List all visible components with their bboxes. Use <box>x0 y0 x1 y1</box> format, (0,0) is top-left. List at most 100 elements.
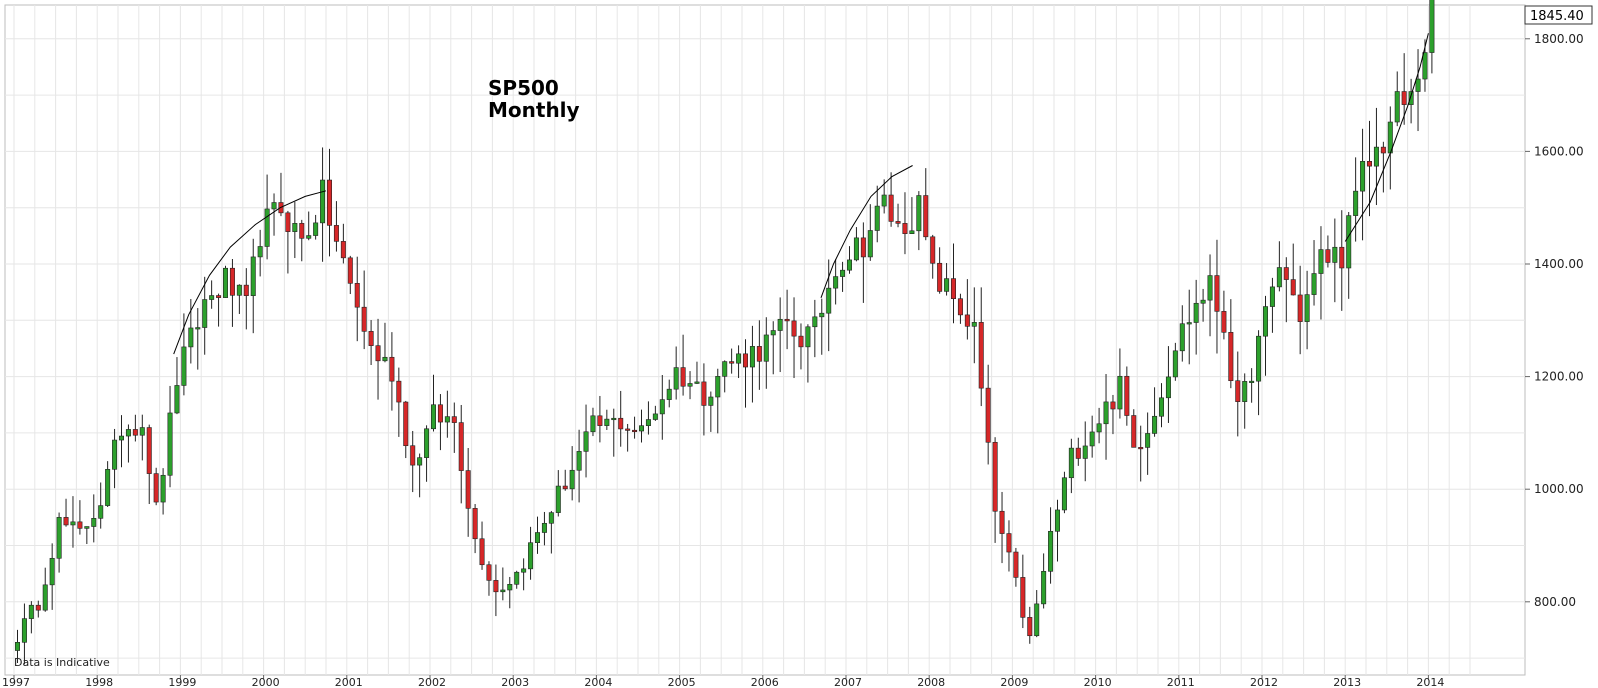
candle-body <box>285 212 291 232</box>
candle <box>1415 49 1421 132</box>
candle-body <box>1373 146 1379 167</box>
candle-body <box>271 202 277 210</box>
candle-body <box>403 401 409 447</box>
candle-body <box>1103 401 1109 425</box>
candle <box>999 491 1005 564</box>
candle <box>1145 412 1151 475</box>
candle <box>361 270 367 350</box>
x-tick-label: 2000 <box>252 676 280 688</box>
candle <box>1214 239 1220 354</box>
candle <box>1117 348 1123 419</box>
candle <box>1200 288 1206 322</box>
candle-body <box>202 299 208 328</box>
y-tick-label: 1600.00 <box>1534 144 1584 158</box>
candle-body <box>1360 161 1366 192</box>
candle <box>1103 374 1109 460</box>
candle <box>236 284 242 314</box>
candle <box>569 446 575 501</box>
candle <box>798 323 804 370</box>
candle-body <box>382 356 388 362</box>
candle-body <box>756 346 762 362</box>
candle <box>223 265 229 298</box>
candle <box>35 600 41 618</box>
candle-body <box>590 415 596 433</box>
candle <box>541 511 547 546</box>
candle-body <box>444 416 450 423</box>
x-tick-label: 2008 <box>917 676 945 688</box>
candle-body <box>1311 273 1317 295</box>
candle-body <box>736 353 742 364</box>
candle-body <box>930 236 936 264</box>
candle-body <box>569 469 575 490</box>
candle-body <box>1138 447 1144 450</box>
candle <box>1256 330 1262 416</box>
candle <box>1394 71 1400 127</box>
candle <box>216 293 222 327</box>
candle-body <box>708 396 714 406</box>
grid <box>4 4 1526 676</box>
x-tick-label: 2006 <box>751 676 779 688</box>
candle-body <box>687 383 693 387</box>
candle-body <box>1394 91 1400 123</box>
candle-body <box>812 316 818 328</box>
candle-body <box>1034 603 1040 637</box>
candle-body <box>604 418 610 426</box>
candle-body <box>777 318 783 331</box>
candle-body <box>410 445 416 466</box>
candle <box>119 415 125 468</box>
candle <box>105 461 111 507</box>
candle <box>292 201 298 259</box>
candle <box>957 293 963 324</box>
candle <box>881 179 887 214</box>
candle-body <box>881 194 887 207</box>
candle <box>1006 520 1012 572</box>
candle <box>1339 210 1345 311</box>
candle-body <box>320 179 326 224</box>
candle <box>132 414 138 442</box>
candle <box>687 371 693 400</box>
candle <box>444 390 450 438</box>
data-note: Data is Indicative <box>14 656 110 669</box>
candle-body <box>479 538 485 566</box>
candle <box>167 385 173 488</box>
x-tick-label: 2011 <box>1167 676 1195 688</box>
candle-body <box>125 429 131 437</box>
candle <box>257 229 263 277</box>
candle <box>749 325 755 403</box>
candle <box>867 204 873 261</box>
candle-body <box>957 298 963 316</box>
candle-body <box>1263 306 1269 337</box>
arc-2000-top <box>173 190 327 355</box>
candle-body <box>652 413 658 420</box>
candle <box>472 504 478 554</box>
candle <box>396 367 402 437</box>
candle-body <box>1096 423 1102 433</box>
candle <box>618 390 624 447</box>
candle-body <box>819 312 825 318</box>
candle <box>791 297 797 379</box>
candle <box>160 468 166 515</box>
candle-body <box>534 532 540 544</box>
candle <box>174 357 180 415</box>
candle <box>805 324 811 383</box>
candle <box>1346 212 1352 299</box>
candle-body <box>1020 577 1026 618</box>
candle <box>243 268 249 330</box>
candle-body <box>548 512 554 524</box>
candle <box>1207 254 1213 337</box>
candle <box>812 299 818 358</box>
candle <box>1373 107 1379 206</box>
candle <box>937 247 943 294</box>
candle <box>375 318 381 400</box>
candle <box>1290 243 1296 296</box>
candle-body <box>396 380 402 403</box>
candle-body <box>888 194 894 222</box>
last-price-label: 1845.40 <box>1530 9 1584 24</box>
plot-frame <box>4 4 1526 676</box>
candle-body <box>119 435 125 441</box>
candle <box>1048 507 1054 584</box>
candle-body <box>673 367 679 390</box>
candle <box>715 368 721 434</box>
candle-body <box>1422 52 1428 80</box>
candle <box>139 414 145 461</box>
